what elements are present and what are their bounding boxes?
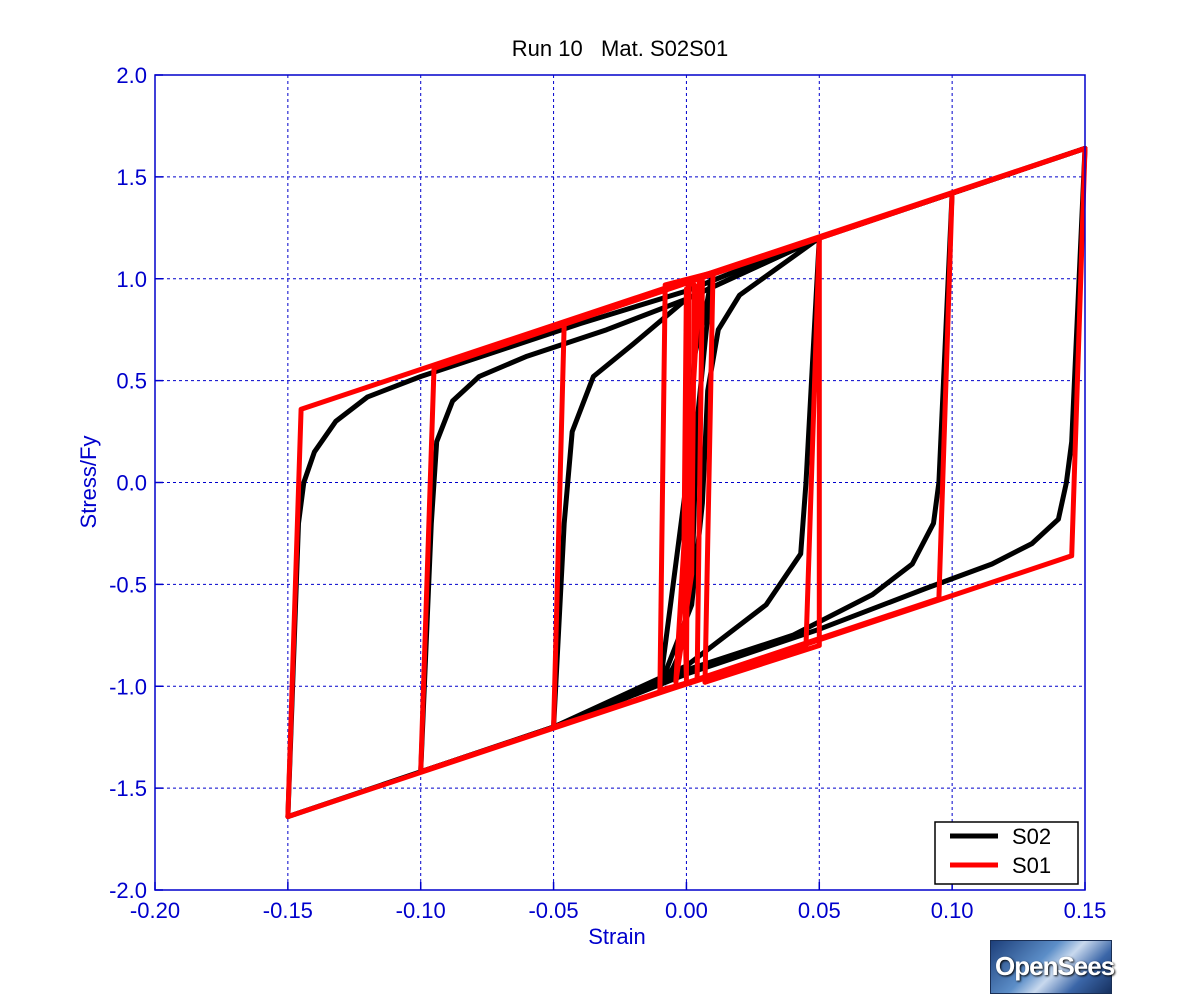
- series-s01-cycle-1: [285, 145, 1088, 820]
- y-tick-label: 0.0: [116, 471, 147, 496]
- logo-text: OpenSees: [995, 951, 1115, 981]
- y-tick-label: -2.0: [109, 878, 147, 903]
- opensees-logo: OpenSees: [990, 940, 1115, 994]
- x-tick-label: -0.15: [263, 898, 313, 923]
- legend: S02 S01: [934, 821, 1079, 885]
- x-tick-label: 0.00: [665, 898, 708, 923]
- x-tick-label: 0.05: [798, 898, 841, 923]
- x-tick-label: 0.15: [1064, 898, 1107, 923]
- x-tick-label: -0.20: [130, 898, 180, 923]
- y-tick-label: -1.5: [109, 776, 147, 801]
- y-tick-label: 1.5: [116, 165, 147, 190]
- series-s02-cycle-2: [551, 235, 822, 730]
- series-lines: [285, 145, 1088, 820]
- y-tick-label: -0.5: [109, 572, 147, 597]
- y-tick-label: 2.0: [116, 63, 147, 88]
- series-s01-cycle-0: [657, 270, 716, 693]
- y-tick-label: 0.5: [116, 369, 147, 394]
- chart-title: Run 10 Mat. S02S01: [512, 36, 728, 61]
- series-s02-cycle-1: [657, 235, 822, 689]
- y-axis-label: Stress/Fy: [76, 436, 101, 529]
- legend-label-s01: S01: [1012, 853, 1051, 878]
- x-axis-label: Strain: [588, 924, 645, 949]
- y-tick-label: 1.0: [116, 267, 147, 292]
- y-tick-labels: 2.0 1.5 1.0 0.5 0.0 -0.5 -1.0 -1.5 -2.0: [109, 63, 147, 903]
- series-s01: [285, 145, 1088, 820]
- legend-box: [934, 821, 1079, 885]
- y-tick-label: -1.0: [109, 674, 147, 699]
- x-tick-label: 0.10: [931, 898, 974, 923]
- x-tick-labels: -0.20 -0.15 -0.10 -0.05 0.00 0.05 0.10 0.15: [130, 898, 1106, 923]
- x-tick-label: -0.05: [528, 898, 578, 923]
- plot-frame: [154, 74, 1086, 891]
- legend-label-s02: S02: [1012, 824, 1051, 849]
- x-tick-label: -0.10: [396, 898, 446, 923]
